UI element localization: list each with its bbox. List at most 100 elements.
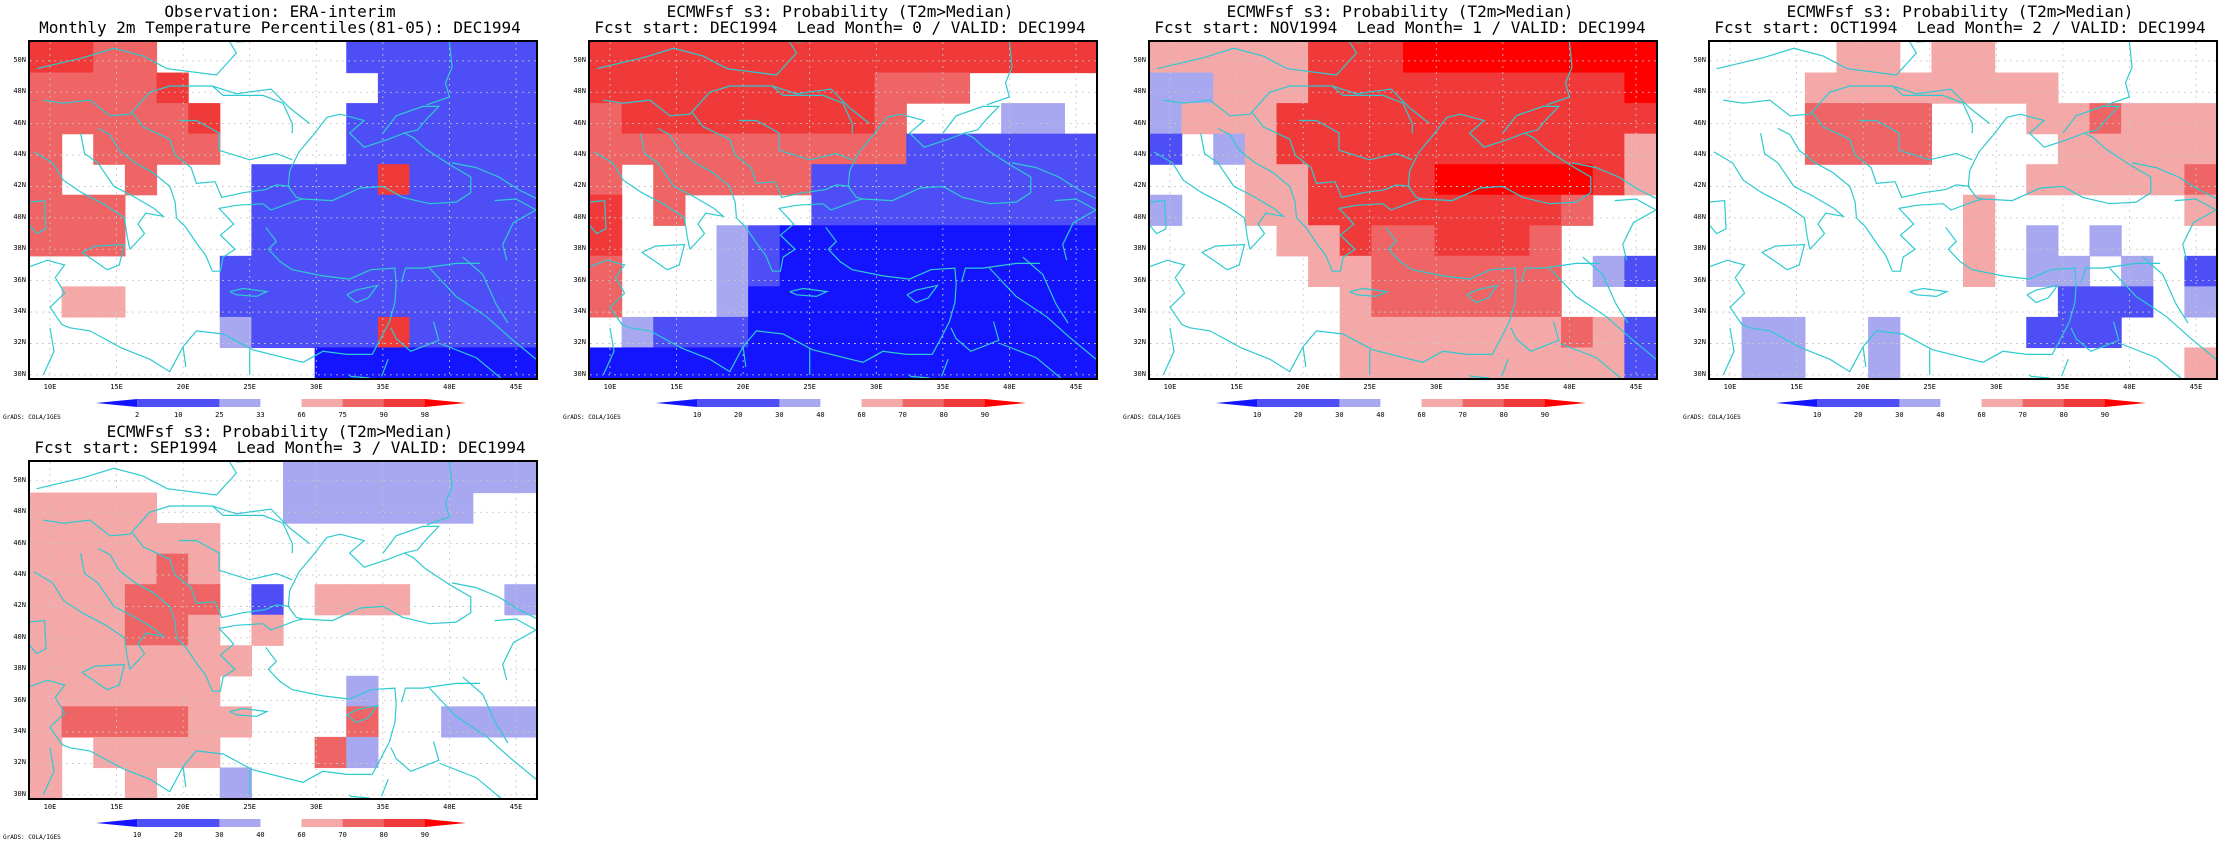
grid-cell xyxy=(1001,42,1034,74)
coastline xyxy=(1252,112,1410,199)
grid-cell xyxy=(1931,72,1964,104)
grid-cell xyxy=(1001,133,1034,165)
coastline xyxy=(1200,132,1286,250)
lat-tick-label: 48N xyxy=(1133,87,1146,96)
coastline xyxy=(1153,151,1251,250)
grid-cell xyxy=(779,72,812,104)
grid-cell xyxy=(283,492,316,524)
coastline xyxy=(97,547,304,692)
grid-cell xyxy=(61,103,94,135)
grid-cell xyxy=(377,462,411,494)
coastline xyxy=(1982,185,2152,205)
grid-cell xyxy=(251,316,284,349)
grid-cell xyxy=(1592,133,1625,165)
credit-text: GrADS: COLA/IGES xyxy=(1123,414,1181,421)
coastline xyxy=(1054,198,1096,261)
coastline xyxy=(772,85,853,134)
panel-title: ECMWFsf s3: Probability (T2m>Median) xyxy=(1786,2,2134,21)
coastline xyxy=(302,185,472,205)
grid-cell xyxy=(1529,286,1562,318)
grid-cell xyxy=(472,316,505,349)
grid-cell xyxy=(504,42,536,74)
colorbar-segment xyxy=(902,399,945,407)
colorbar-segment xyxy=(697,399,739,407)
colorbar-label: 60 xyxy=(857,411,866,419)
lat-tick-label: 48N xyxy=(13,507,26,516)
grid-cell xyxy=(1371,103,1404,135)
lat-tick-label: 36N xyxy=(1693,275,1706,284)
grid-cell xyxy=(748,225,781,257)
grid-cell xyxy=(684,72,718,104)
coastline xyxy=(603,85,870,125)
colorbar xyxy=(96,399,466,407)
coastline xyxy=(590,259,631,329)
grid-cell xyxy=(843,164,876,196)
grid-cell xyxy=(251,255,284,287)
grid-cell xyxy=(61,614,94,646)
panel-title: ECMWFsf s3: Probability (T2m>Median) xyxy=(666,2,1014,21)
coastline xyxy=(462,256,509,324)
colorbar-label: 90 xyxy=(379,411,388,419)
colorbar-segment xyxy=(96,399,138,407)
grid-cell xyxy=(30,72,63,104)
colorbar-segment xyxy=(1421,399,1464,407)
grid-cell xyxy=(1403,316,1436,349)
grid-cell xyxy=(1963,72,1996,104)
grid-cell xyxy=(1371,286,1404,318)
grid-cell xyxy=(590,225,623,257)
coastline xyxy=(229,287,270,298)
coastline xyxy=(33,571,131,670)
grid-cell xyxy=(2121,255,2154,287)
coastline xyxy=(33,151,131,250)
map-panel-2: ECMWFsf s3: Probability (T2m>Median) Fcst… xyxy=(560,0,1120,421)
grid-cell xyxy=(716,255,749,287)
grid-cell xyxy=(779,347,812,378)
lon-tick-label: 20E xyxy=(176,803,190,811)
grid-cell xyxy=(590,347,623,378)
grid-cell xyxy=(621,133,654,165)
coastline xyxy=(97,127,304,272)
grid-cell xyxy=(811,164,844,196)
grid-cell xyxy=(409,462,442,494)
colorbar-label: 30 xyxy=(215,831,224,839)
lon-tick-label: 40E xyxy=(1003,383,1016,391)
lat-tick-label: 40N xyxy=(1133,212,1146,221)
colorbar-label: 90 xyxy=(980,411,990,419)
grid-cell xyxy=(61,584,94,616)
coastline xyxy=(30,199,47,235)
grid-cell xyxy=(906,194,939,226)
colorbar-segment xyxy=(2063,399,2106,407)
coastline xyxy=(641,243,686,271)
grid-cell xyxy=(1561,42,1594,74)
grid-cell xyxy=(61,523,94,555)
grid-cell xyxy=(590,103,623,135)
lat-tick-label: 46N xyxy=(573,118,586,127)
grid-cell xyxy=(504,72,536,104)
lat-tick-label: 46N xyxy=(1693,118,1706,127)
grid-cell xyxy=(346,736,379,769)
grid-cell xyxy=(2089,164,2122,196)
grid-cell xyxy=(906,133,939,165)
grid-cell xyxy=(906,164,939,196)
coastline xyxy=(602,327,615,376)
colorbar-segment xyxy=(1858,399,1900,407)
lon-tick-label: 20E xyxy=(1856,383,1870,391)
grid-cell xyxy=(93,225,126,257)
colorbar-segment xyxy=(1940,399,1983,407)
grid-cell xyxy=(874,316,907,349)
grid-cell xyxy=(1529,255,1562,287)
grid-cell xyxy=(1001,225,1034,257)
lon-tick-label: 40E xyxy=(443,803,456,811)
grid-cell xyxy=(653,347,686,378)
grid-cell xyxy=(1032,42,1065,74)
grid-cell xyxy=(621,347,654,378)
grid-cell xyxy=(1244,103,1278,135)
grid-cell xyxy=(61,675,94,707)
lat-tick-label: 48N xyxy=(573,87,586,96)
coastline xyxy=(81,243,126,271)
lon-tick-label: 15E xyxy=(110,803,123,811)
coastline xyxy=(1299,119,1413,161)
colorbar-label: 2 xyxy=(135,411,140,419)
grid-cell xyxy=(2026,316,2059,349)
grid-cell xyxy=(906,316,939,349)
